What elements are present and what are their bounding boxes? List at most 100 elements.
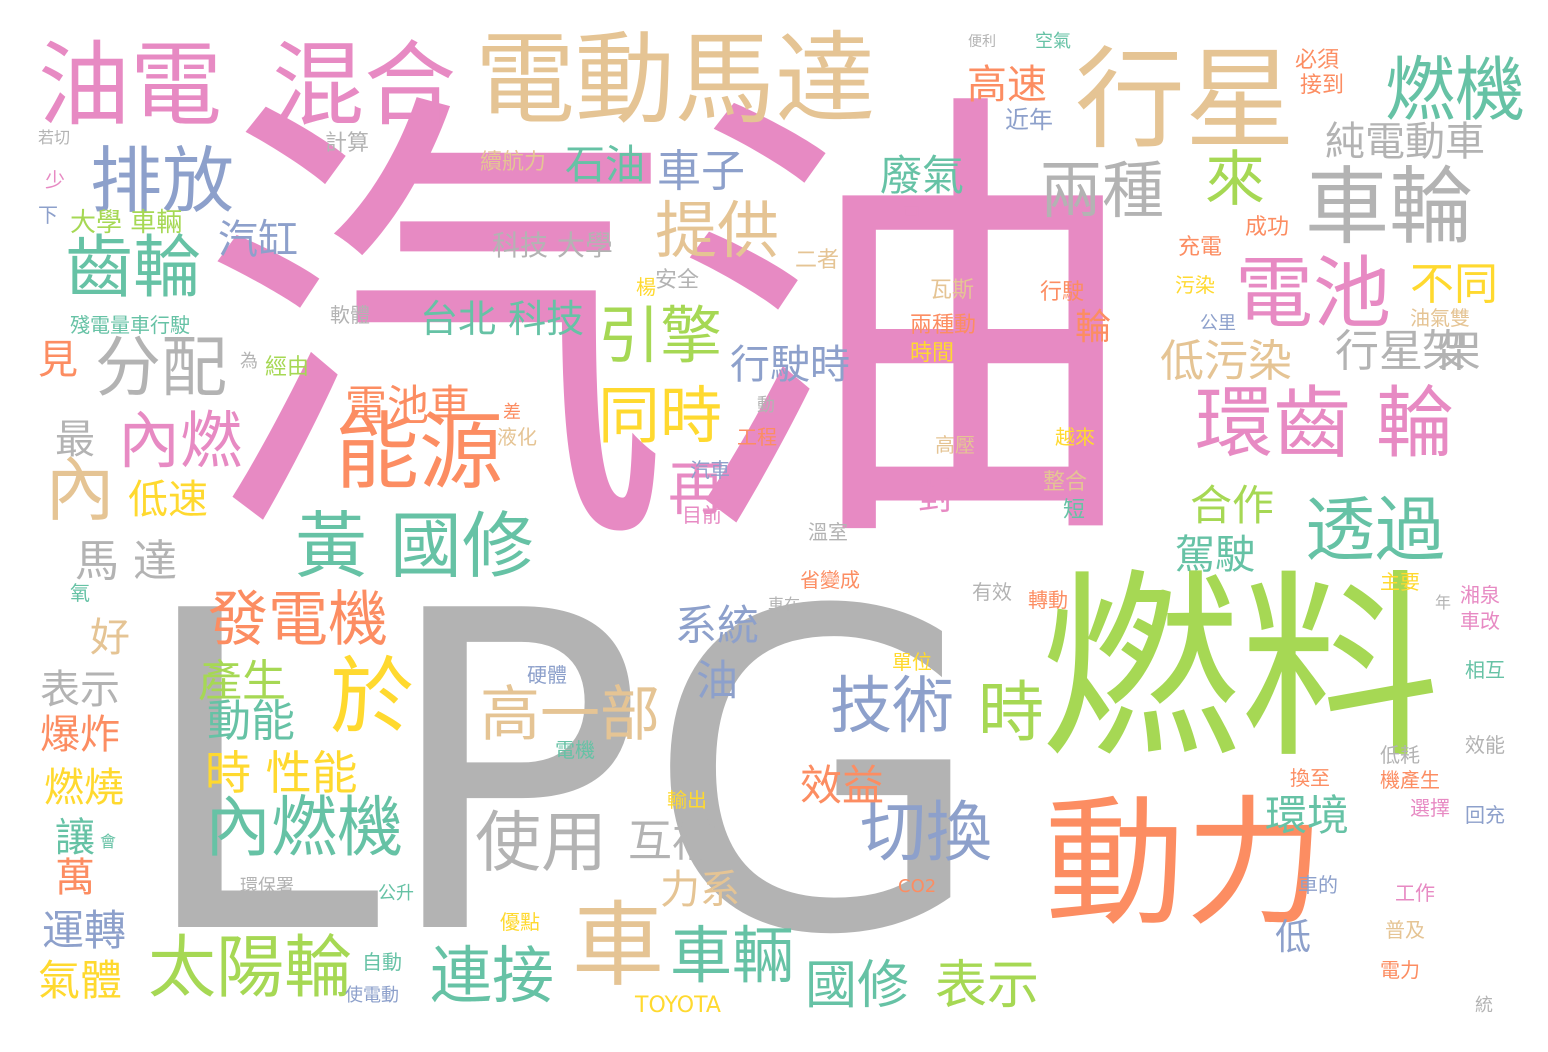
word-53: 台北 科技 [420,297,585,341]
word-42: 純電動車 [1325,119,1485,165]
word-100: 越來 [1055,425,1095,449]
word-71: 讓 [55,815,95,861]
word-130: 普及 [1385,918,1425,942]
word-128: 車的 [1298,873,1338,897]
word-14: 黃 國修 [295,504,534,588]
word-66: 最 [55,417,95,463]
word-75: 大學 車輛 [70,208,183,238]
word-79: 近年 [1005,106,1053,134]
word-143: 楊 [636,275,656,299]
word-9: 電池 [1235,249,1392,339]
word-82: 空氣 [1035,31,1071,52]
word-117: 效能 [1465,733,1505,757]
word-147: 會 [100,832,117,851]
word-19: 內燃 [118,404,243,477]
word-77: 續航力 [480,150,547,175]
word-144: 只 [900,205,923,230]
word-151: 年 [1435,593,1452,612]
word-123: 電機 [555,738,595,762]
word-65: 見 [38,337,78,383]
word-31: 引擎 [598,299,723,372]
word-37: 國修 [805,956,910,1016]
word-140: 若切 [38,128,71,147]
word-30: 提供 [655,194,780,267]
word-90: 經由 [265,355,310,380]
word-50: 環境 [1265,791,1350,840]
word-33: 使用 [475,804,607,881]
word-8: 車輪 [1305,158,1474,256]
word-23: 內燃機 [205,789,403,866]
word-99: 高壓 [935,433,975,457]
word-76: 科技 大學 [492,229,613,262]
word-104: 工程 [737,425,777,449]
word-27: 透過 [1305,489,1445,571]
word-148: 差 [503,402,521,423]
word-80: 必須 [1295,48,1340,73]
word-3: 動力 [1045,783,1326,946]
word-105: 汽車 [690,458,730,482]
word-26: 切換 [860,794,992,871]
word-34: 高一部 [480,680,660,750]
word-138: 少 [45,168,65,192]
word-28: 兩種 [1040,154,1165,227]
word-45: 行星 架 [1335,326,1481,377]
word-145: 低 [1275,917,1312,958]
word-122: 硬體 [527,663,567,687]
word-25: 時 [978,674,1044,751]
word-38: 表示 [935,956,1040,1016]
word-35: 車輛 [670,919,795,992]
word-32: 同時 [598,379,723,452]
word-106: 液化 [497,425,537,449]
word-54: 汽缸 [218,217,298,263]
word-69: 爆炸 [40,712,120,758]
word-141: 為 [240,351,258,372]
word-97: 公里 [1200,313,1236,334]
word-74: 氣體 [38,956,123,1005]
word-67: 好 [90,615,130,661]
word-103: 短 [1063,498,1086,523]
word-126: 車在 [768,595,801,614]
word-43: 高速 [967,62,1047,108]
word-20: 內 [45,449,115,531]
word-70: 燃燒 [44,765,124,811]
word-89: 殘電量車行駛 [70,313,190,337]
word-29: 來 [1205,145,1265,215]
word-85: 成功 [1245,215,1290,240]
word-94: 行駛 [1040,280,1085,305]
word-132: 自動 [362,950,402,974]
word-107: 溫室 [808,520,848,544]
word-63: 油 [696,656,739,705]
word-127: CO2 [898,876,937,897]
word-12: 排放 [90,139,235,223]
word-5: 油電 [38,32,223,139]
word-135: 優點 [500,910,540,934]
word-133: 使電動 [345,985,399,1006]
word-15: 車 [572,892,665,999]
word-102: 整合 [1043,470,1088,495]
word-124: 輸出 [667,788,707,812]
word-1: LPG [135,519,987,1031]
word-57: 產生 [198,656,286,707]
word-111: 轉動 [1028,588,1068,612]
word-18: 分配 [95,329,227,406]
word-121: 回充 [1465,803,1505,827]
word-56: 時 性能 [205,746,358,800]
word-129: 工作 [1395,881,1435,905]
word-22: 發電機 [208,585,388,655]
word-21: 太陽輪 [148,929,353,1008]
word-131: 電力 [1380,958,1420,982]
word-115: 相互 [1465,658,1505,682]
word-39: 再 [668,455,727,523]
word-98: 油氣雙 [1410,306,1470,330]
word-13: 能源 [335,403,504,501]
word-149: 動 [757,395,775,416]
word-78: 計算 [325,131,370,156]
word-114: 車改 [1460,609,1500,633]
word-125: 單位 [892,650,932,674]
word-68: 表示 [40,667,120,713]
word-134: 公升 [378,883,414,904]
word-6: 混合 [272,32,457,139]
word-87: 二者 [795,248,840,273]
word-40: 石油 [565,142,645,188]
